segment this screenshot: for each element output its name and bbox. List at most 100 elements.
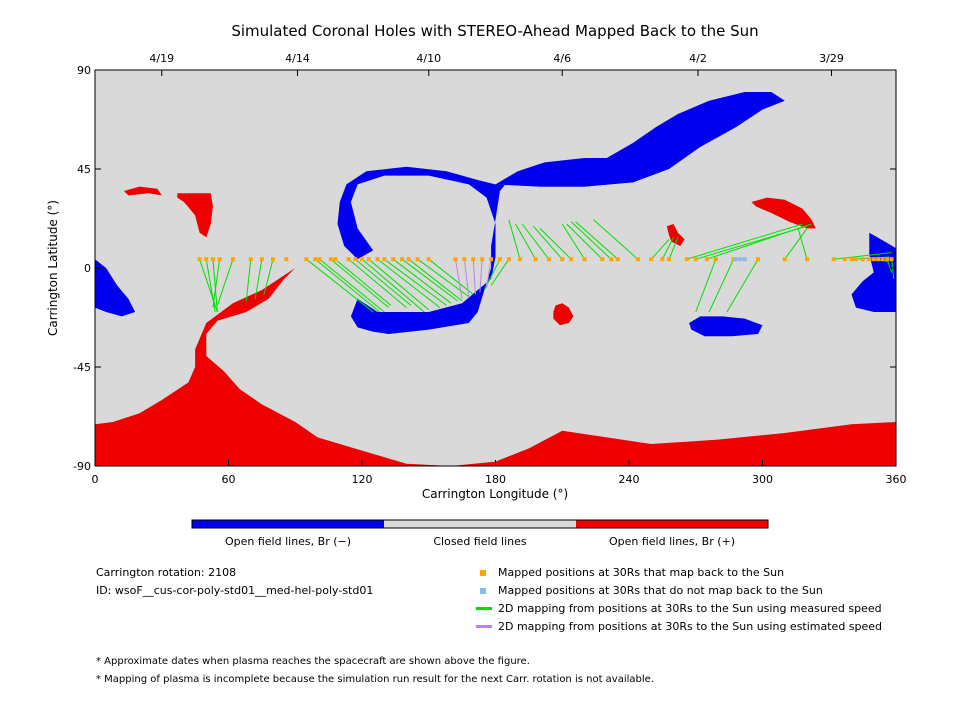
- mapped-point-38: [600, 257, 605, 262]
- chart-title: Simulated Coronal Holes with STEREO-Ahea…: [231, 22, 758, 40]
- footnote-incomplete: * Mapping of plasma is incomplete becaus…: [96, 674, 654, 685]
- mapped-point-1: [204, 257, 209, 262]
- y-axis-label: Carrington Latitude (°): [46, 200, 60, 336]
- y-tick-label: -90: [73, 460, 91, 473]
- run-id-text: ID: wsoF__cus-cor-poly-std01__med-hel-po…: [96, 584, 374, 597]
- measured-mapping-line-29: [532, 225, 563, 260]
- mapped-point-34: [546, 257, 551, 262]
- mapped-point-30: [497, 257, 502, 262]
- measured-mapping-line-41: [706, 223, 812, 260]
- mapped-point-14: [346, 257, 351, 262]
- measured-mapping-line-5: [245, 259, 252, 302]
- region-negative-2: [495, 158, 665, 187]
- mapped-point-4: [230, 257, 235, 262]
- measured-mapping-line-32: [566, 223, 603, 260]
- measured-mapping-line-33: [570, 221, 612, 260]
- mapped-point-54: [842, 257, 847, 262]
- measured-mapping-line-19: [392, 258, 452, 304]
- mapped-point-52: [805, 257, 809, 262]
- mapped-point-23: [415, 257, 420, 262]
- measured-mapping-line-21: [408, 258, 463, 302]
- mapped-point-46: [693, 257, 698, 262]
- legend-unmapped-label: Mapped positions at 30Rs that do not map…: [498, 584, 823, 597]
- measured-mapping-line-20: [401, 258, 458, 302]
- measured-mapping-line-16: [368, 258, 430, 311]
- coronal-hole-regions: [95, 92, 896, 466]
- y-tick-label: -45: [73, 361, 91, 374]
- mapped-point-13: [333, 257, 338, 262]
- mapped-point-43: [660, 257, 665, 262]
- measured-mapping-line-39: [686, 223, 803, 260]
- mapped-point-5: [248, 257, 253, 262]
- mapped-point-10: [313, 257, 318, 262]
- measured-mapping-line-30: [539, 228, 572, 260]
- date-tick-label: 4/6: [553, 52, 571, 65]
- axes: 0 60 120 180 240 300 360 90 45 0 -45 -90 4/19 4/14 4/1…: [73, 52, 906, 486]
- measured-mapping-line-46: [797, 228, 808, 260]
- measured-mapping-line-2: [212, 259, 218, 313]
- mapped-point-26: [462, 257, 467, 262]
- mapped-point-49: [731, 257, 736, 262]
- mapped-point-3: [217, 257, 222, 262]
- region-negative-1: [337, 92, 785, 334]
- measured-mapping-line-9: [314, 258, 381, 313]
- x-tick-label: 0: [92, 473, 99, 486]
- coronal-hole-map-chart: Simulated Coronal Holes with STEREO-Ahea…: [46, 22, 907, 548]
- mapped-point-29: [489, 257, 494, 262]
- mapped-point-33: [533, 257, 538, 262]
- mapped-point-59: [871, 257, 876, 262]
- mapped-point-63: [889, 257, 894, 262]
- legend-unmapped-swatch: [480, 588, 486, 594]
- unmapped-point-2: [742, 257, 747, 262]
- measured-mapping-line-28: [521, 223, 550, 260]
- mapped-point-8: [284, 257, 289, 262]
- date-tick-label: 4/14: [285, 52, 310, 65]
- carrington-rotation-text: Carrington rotation: 2108: [96, 566, 237, 579]
- colorbar-positive: [576, 520, 768, 528]
- legend-mapped-swatch: [480, 570, 486, 576]
- mapped-point-15: [353, 257, 358, 262]
- x-tick-label: 60: [222, 473, 236, 486]
- footnote-dates: * Approximate dates when plasma reaches …: [96, 656, 530, 667]
- measured-mapping-line-37: [661, 236, 674, 260]
- measured-mapping-line-36: [650, 239, 670, 260]
- estimated-mapping-line-2: [472, 259, 476, 295]
- x-axis-label: Carrington Longitude (°): [422, 487, 568, 501]
- y-tick-label: 45: [77, 163, 91, 176]
- date-tick-label: 4/19: [149, 52, 174, 65]
- mapped-point-27: [471, 257, 476, 262]
- mapped-point-53: [831, 257, 836, 262]
- colorbar-label-closed: Closed field lines: [433, 535, 527, 548]
- mapped-point-44: [667, 257, 672, 262]
- colorbar-label-negative: Open field lines, Br (−): [225, 535, 351, 548]
- estimated-mapping-line-0: [454, 259, 463, 299]
- mapped-point-19: [382, 257, 387, 262]
- mapped-point-20: [391, 257, 396, 262]
- mapped-point-37: [582, 257, 587, 262]
- measured-mapping-line-10: [319, 258, 385, 313]
- mapped-point-62: [885, 257, 890, 262]
- measured-mapping-line-49: [873, 258, 888, 262]
- mapped-point-2: [210, 257, 215, 262]
- colorbar-negative: [192, 520, 384, 528]
- mapped-point-60: [876, 257, 881, 262]
- mapped-points: [197, 257, 894, 262]
- legend-estimated-swatch: [476, 625, 492, 628]
- measured-mapping-line-26: [508, 219, 521, 260]
- mapped-point-36: [569, 257, 574, 262]
- measured-mapping-line-42: [695, 259, 717, 313]
- date-tick-label: 3/29: [819, 52, 844, 65]
- measured-mapping-line-14: [355, 258, 412, 306]
- x-tick-label: 240: [619, 473, 640, 486]
- measured-mapping-line-3: [212, 259, 221, 308]
- measured-mapping-line-50: [886, 259, 893, 273]
- y-tick-label: 0: [84, 262, 91, 275]
- mapped-point-24: [426, 257, 431, 262]
- mapped-point-57: [860, 257, 865, 262]
- x-tick-label: 180: [485, 473, 506, 486]
- measured-mapping-line-15: [361, 258, 425, 313]
- mapped-point-22: [406, 257, 411, 262]
- mapped-point-61: [880, 257, 885, 262]
- measured-mapping-line-43: [708, 258, 735, 313]
- measured-mapping-line-13: [348, 258, 407, 308]
